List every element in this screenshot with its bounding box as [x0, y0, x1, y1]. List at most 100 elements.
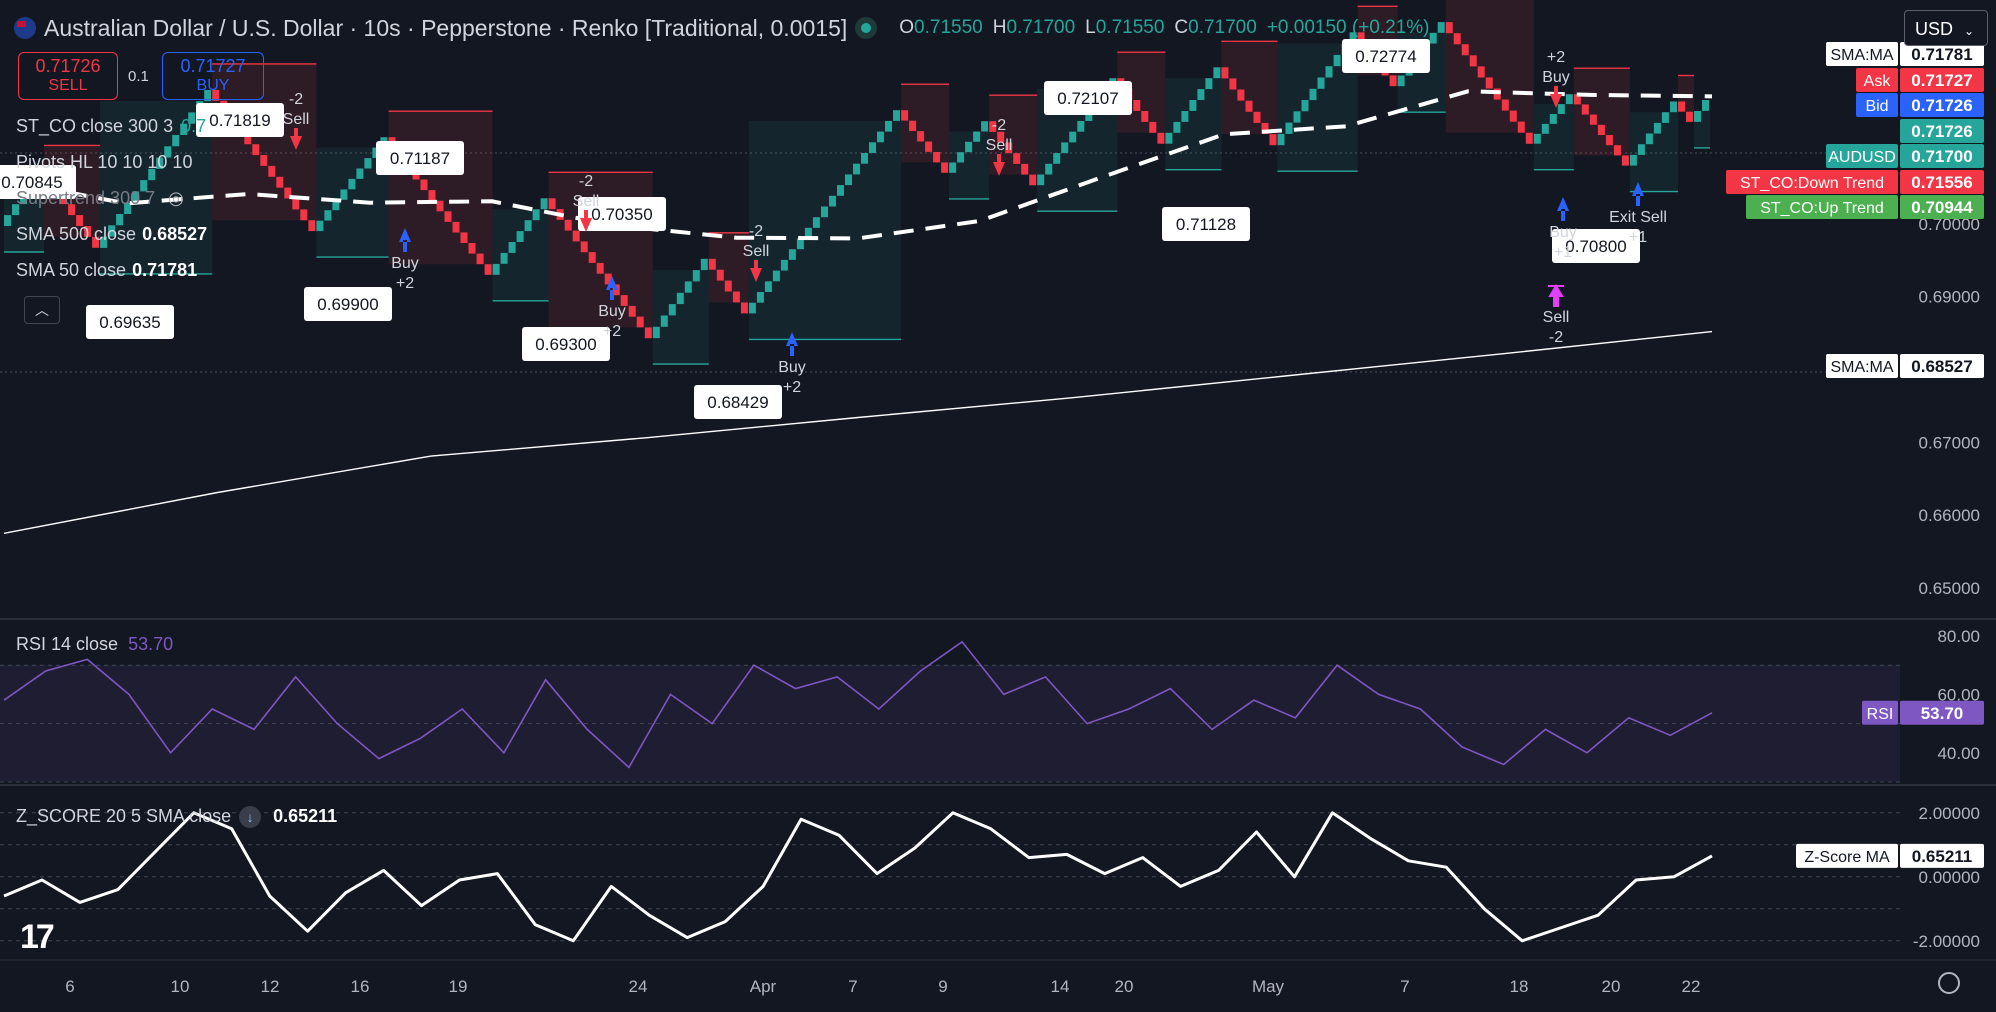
renko-brick — [1429, 32, 1437, 44]
renko-brick — [933, 152, 941, 163]
sma50-name: SMA 50 close — [16, 260, 127, 280]
gear-icon[interactable] — [1938, 972, 1960, 994]
tradingview-logo[interactable]: 17 — [20, 918, 55, 956]
renko-brick — [997, 131, 1005, 143]
legend-sma500[interactable]: SMA 500 close 0.68527 — [16, 224, 207, 245]
hidden-eye-icon[interactable]: ◎ — [168, 188, 184, 208]
renko-brick — [1621, 155, 1629, 166]
renko-brick — [1053, 153, 1061, 164]
legend-zscore[interactable]: Z_SCORE 20 5 SMA close ↓ 0.65211 — [16, 806, 337, 828]
order-quantity[interactable]: 0.1 — [128, 68, 149, 85]
renko-brick — [989, 121, 997, 132]
collapse-legend-button[interactable]: ︿ — [24, 296, 60, 324]
open-value: 0.71550 — [914, 17, 983, 38]
signal-qty: -2 — [289, 91, 303, 108]
price-tag-value-bg — [1900, 144, 1984, 168]
price-tag-label: Bid — [1865, 98, 1888, 115]
pivot-label-text: 0.69300 — [535, 335, 596, 354]
signal-qty: -2 — [579, 173, 593, 190]
renko-brick — [861, 153, 868, 164]
renko-brick — [708, 258, 716, 270]
price-tag-label: Ask — [1864, 73, 1892, 90]
legend-sma50[interactable]: SMA 50 close 0.71781 — [16, 260, 197, 281]
renko-brick — [716, 269, 724, 281]
renko-brick — [244, 133, 252, 145]
renko-brick — [877, 131, 884, 143]
renko-brick — [452, 221, 460, 233]
pivot-label-box — [694, 385, 782, 419]
sma500-line — [3, 330, 1713, 534]
renko-brick — [260, 155, 268, 166]
renko-brick — [484, 264, 492, 275]
renko-brick — [1477, 66, 1485, 78]
exit-arrow-icon — [1548, 284, 1564, 307]
renko-brick — [748, 302, 756, 314]
renko-brick — [364, 158, 372, 169]
renko-brick — [1189, 100, 1197, 111]
renko-brick — [548, 198, 556, 210]
chart-header: Australian Dollar / U.S. Dollar · 10s · … — [14, 12, 1430, 44]
buy-arrow-icon — [1632, 182, 1644, 206]
renko-brick — [428, 190, 436, 201]
change-value: +0.00150 (+0.21%) — [1266, 17, 1430, 38]
renko-brick — [1694, 111, 1701, 122]
renko-brick — [140, 180, 148, 192]
renko-brick — [540, 198, 548, 210]
pivots-name: Pivots HL 10 10 10 10 — [16, 152, 193, 172]
legend-supertrend[interactable]: Supertrend 300 7 ◎ — [16, 188, 184, 209]
renko-brick — [1557, 104, 1565, 114]
renko-brick — [252, 144, 260, 156]
renko-brick — [1678, 101, 1685, 112]
currency-select[interactable]: USD ⌄ — [1904, 10, 1988, 46]
buy-label: BUY — [196, 77, 230, 94]
signal-qty: -2 — [992, 117, 1006, 134]
signal-qty: +2 — [1547, 49, 1565, 66]
pivot-label-text: 0.70800 — [1565, 237, 1626, 256]
market-status-icon[interactable] — [855, 17, 878, 39]
renko-brick — [204, 89, 212, 102]
price-tag-value: 0.71781 — [1911, 45, 1972, 64]
renko-brick — [596, 262, 604, 274]
renko-brick — [420, 179, 428, 191]
pivot-label-text: 0.70350 — [591, 205, 652, 224]
renko-brick — [636, 316, 644, 328]
x-tick-label: 19 — [449, 977, 468, 996]
pivot-label-box — [86, 305, 174, 339]
renko-brick — [1269, 134, 1277, 146]
renko-brick — [660, 315, 668, 327]
alert-icon[interactable]: ↓ — [239, 806, 262, 828]
price-tag-value-bg — [1900, 354, 1984, 378]
renko-brick — [1285, 122, 1293, 134]
renko-brick — [949, 162, 957, 173]
price-tag-label-bg — [1856, 93, 1898, 117]
x-tick-label: 24 — [629, 977, 648, 996]
pivot-label-text: 0.69635 — [99, 313, 160, 332]
renko-brick — [684, 281, 692, 293]
price-tag-value-bg — [1900, 195, 1984, 219]
sell-arrow-icon — [750, 260, 762, 282]
price-tag-value: 0.68527 — [1911, 357, 1972, 376]
sell-button[interactable]: 0.71726 SELL — [18, 52, 118, 100]
buy-button[interactable]: 0.71727 BUY — [162, 52, 264, 100]
legend-rsi[interactable]: RSI 14 close 53.70 — [16, 634, 173, 655]
renko-brick — [1437, 22, 1445, 33]
renko-brick — [276, 176, 284, 188]
renko-brick — [1245, 100, 1253, 112]
renko-brick — [1525, 132, 1533, 144]
renko-brick — [332, 199, 340, 211]
renko-brick — [740, 302, 748, 314]
renko-brick — [869, 142, 876, 153]
renko-brick — [829, 195, 836, 207]
renko-brick — [700, 258, 708, 271]
symbol-title[interactable]: Australian Dollar / U.S. Dollar · 10s · … — [44, 14, 848, 41]
renko-brick — [284, 187, 292, 199]
renko-brick — [1301, 100, 1309, 112]
renko-brick — [1453, 33, 1461, 45]
legend-st-co[interactable]: ST_CO close 300 3 0.7 — [16, 116, 206, 137]
renko-brick — [1702, 100, 1709, 111]
legend-pivots[interactable]: Pivots HL 10 10 10 10 — [16, 152, 192, 173]
sell-arrow-icon — [993, 154, 1005, 176]
renko-brick — [292, 198, 300, 210]
sma500-name: SMA 500 close — [16, 224, 137, 244]
